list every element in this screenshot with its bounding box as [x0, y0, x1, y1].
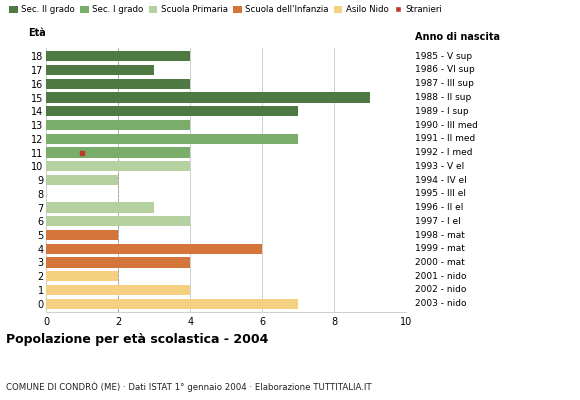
Text: 1997 - I el: 1997 - I el — [415, 217, 461, 226]
Text: 2003 - nido: 2003 - nido — [415, 299, 466, 308]
Text: 1999 - mat: 1999 - mat — [415, 244, 465, 253]
Bar — [46, 271, 118, 282]
Text: 1989 - I sup: 1989 - I sup — [415, 107, 468, 116]
Text: COMUNE DI CONDRÒ (ME) · Dati ISTAT 1° gennaio 2004 · Elaborazione TUTTITALIA.IT: COMUNE DI CONDRÒ (ME) · Dati ISTAT 1° ge… — [6, 382, 371, 392]
Text: 1992 - I med: 1992 - I med — [415, 148, 472, 157]
Text: 2000 - mat: 2000 - mat — [415, 258, 465, 267]
Bar — [46, 230, 118, 240]
Bar — [46, 257, 190, 268]
Bar — [46, 92, 370, 103]
Text: Anno di nascita: Anno di nascita — [415, 32, 500, 42]
Bar — [46, 106, 298, 116]
Text: 1996 - II el: 1996 - II el — [415, 203, 463, 212]
Bar — [46, 134, 298, 144]
Bar — [46, 298, 298, 309]
Text: Popolazione per età scolastica - 2004: Popolazione per età scolastica - 2004 — [6, 333, 268, 346]
Bar — [46, 147, 190, 158]
Bar — [46, 202, 154, 213]
Bar — [46, 78, 190, 89]
Text: 2001 - nido: 2001 - nido — [415, 272, 466, 281]
Bar — [46, 175, 118, 185]
Text: 1991 - II med: 1991 - II med — [415, 134, 475, 143]
Bar — [46, 120, 190, 130]
Text: 1998 - mat: 1998 - mat — [415, 230, 465, 240]
Text: 1993 - V el: 1993 - V el — [415, 162, 464, 171]
Bar — [46, 285, 190, 295]
Text: 1994 - IV el: 1994 - IV el — [415, 176, 466, 184]
Bar — [46, 161, 190, 172]
Text: 1995 - III el: 1995 - III el — [415, 189, 466, 198]
Text: 1987 - III sup: 1987 - III sup — [415, 79, 474, 88]
Text: 2002 - nido: 2002 - nido — [415, 286, 466, 294]
Bar — [46, 244, 262, 254]
Text: 1986 - VI sup: 1986 - VI sup — [415, 66, 474, 74]
Text: 1990 - III med: 1990 - III med — [415, 120, 477, 130]
Bar — [46, 216, 190, 226]
Text: 1985 - V sup: 1985 - V sup — [415, 52, 472, 61]
Legend: Sec. II grado, Sec. I grado, Scuola Primaria, Scuola dell'Infanzia, Asilo Nido, : Sec. II grado, Sec. I grado, Scuola Prim… — [6, 2, 446, 18]
Text: 1988 - II sup: 1988 - II sup — [415, 93, 471, 102]
Bar — [46, 65, 154, 75]
Text: Età: Età — [28, 28, 46, 38]
Bar — [46, 51, 190, 62]
